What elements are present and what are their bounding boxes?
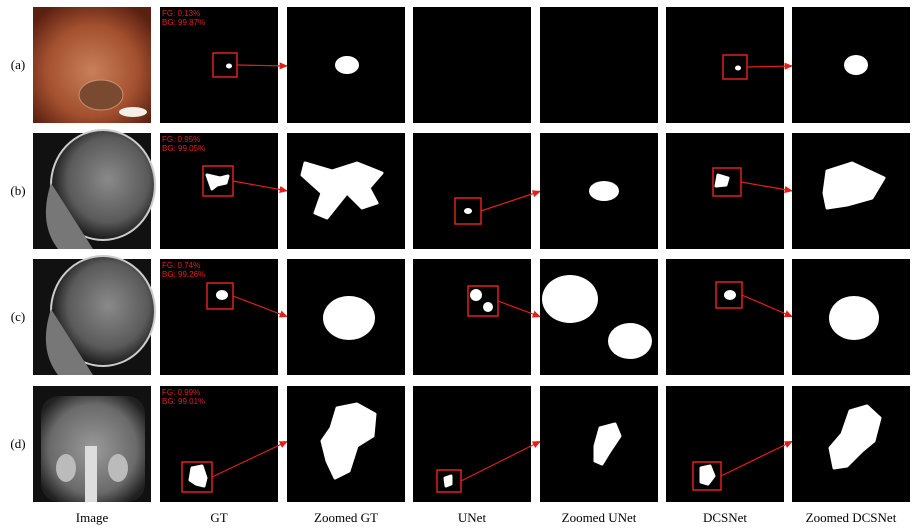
column-label: DCSNet	[703, 510, 747, 525]
column-label: Zoomed UNet	[562, 510, 637, 525]
page-body: (a)FG: 0.13%BG: 99.87%(b)FG: 0.95%BG: 99…	[0, 0, 912, 529]
mask-region	[608, 323, 652, 359]
column-label: Zoomed DCSNet	[806, 510, 897, 525]
mask-region	[735, 66, 741, 71]
mask-panel	[413, 7, 531, 123]
mask-region	[844, 55, 868, 75]
row-label: (b)	[10, 183, 25, 198]
mask-region	[829, 296, 879, 340]
mask-region	[323, 296, 375, 340]
bg-ratio: BG: 99.87%	[162, 18, 205, 27]
bg-ratio: BG: 99.26%	[162, 270, 205, 279]
page: Segmentation comparison figure {"rows": …	[0, 0, 912, 529]
column-label: UNet	[458, 510, 487, 525]
kidney	[108, 454, 128, 482]
column-label: GT	[210, 510, 227, 525]
mask-panel	[413, 133, 531, 249]
row-label: (a)	[11, 57, 25, 72]
mask-region	[724, 290, 736, 300]
mask-panel	[413, 386, 531, 502]
mask-panel	[540, 7, 658, 123]
mask-region	[716, 175, 728, 186]
polyp	[79, 80, 123, 110]
mask-panel	[666, 7, 784, 123]
row-label: (d)	[10, 436, 25, 451]
mask-panel	[666, 133, 784, 249]
mask-region	[445, 476, 451, 486]
highlight	[119, 107, 147, 117]
kidney	[56, 454, 76, 482]
bg-ratio: BG: 99.05%	[162, 144, 205, 153]
mask-region	[464, 208, 472, 214]
mask-region	[542, 275, 598, 323]
fg-ratio: FG: 0.74%	[162, 261, 200, 270]
spine	[85, 446, 97, 502]
bg-ratio: BG: 99.01%	[162, 397, 205, 406]
row-label: (c)	[11, 309, 25, 324]
mask-region	[589, 181, 619, 201]
fg-ratio: FG: 0.13%	[162, 9, 200, 18]
mask-region	[216, 290, 228, 300]
mask-region	[470, 289, 482, 301]
fg-ratio: FG: 0.95%	[162, 135, 200, 144]
fg-ratio: FG: 0.99%	[162, 388, 200, 397]
mask-region	[483, 302, 493, 312]
mask-panel	[666, 259, 784, 375]
mask-panel	[666, 386, 784, 502]
mask-region	[335, 56, 359, 74]
mask-region	[190, 466, 206, 486]
column-label: Zoomed GT	[314, 510, 378, 525]
column-label: Image	[76, 510, 109, 525]
figure: (a)FG: 0.13%BG: 99.87%(b)FG: 0.95%BG: 99…	[0, 0, 912, 529]
mask-region	[226, 64, 232, 69]
mask-panel	[413, 259, 531, 375]
